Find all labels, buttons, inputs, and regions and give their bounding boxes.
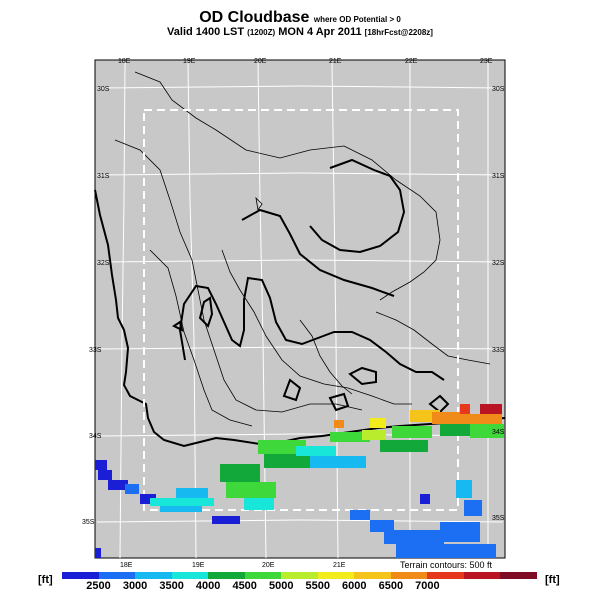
- colorbar-tick-label: 4500: [232, 580, 257, 592]
- right-lat-label-30s: 30S: [492, 86, 505, 93]
- colorbar-tick-label: 3000: [122, 580, 148, 592]
- left-lat-label-30s: 30S: [97, 86, 110, 93]
- bottom-lon-label-20e: 20E: [262, 562, 275, 569]
- colorbar-tick-label: 5500: [305, 580, 331, 592]
- title-subtitle: where OD Potential > 0: [313, 15, 401, 24]
- colorbar-tick-label: 7000: [415, 580, 440, 592]
- left-lat-label-35s: 35S: [82, 519, 95, 526]
- colorbar-swatch: [208, 572, 245, 579]
- valid-time-line: Valid 1400 LST (1200Z) MON 4 Apr 2011 [1…: [0, 27, 600, 38]
- valid-prefix: Valid 1400 LST: [167, 26, 245, 38]
- colorbar-tick-label: 6500: [378, 580, 404, 592]
- right-lat-label-31s: 31S: [492, 173, 505, 180]
- right-lat-label-35s: 35S: [492, 515, 505, 522]
- colorbar-tick-label: 2500: [86, 580, 111, 592]
- cloudbase-cells: [95, 404, 504, 558]
- colorbar-swatch: [62, 572, 99, 579]
- terrain-contours: [114, 71, 491, 427]
- colorbar-swatch: [171, 572, 209, 579]
- top-lon-label-22e: 22E: [405, 58, 418, 65]
- colorbar-tick-label: 5000: [268, 580, 294, 592]
- top-lon-label-23e: 23E: [480, 58, 493, 65]
- colorbar: [62, 572, 537, 579]
- terrain-contour-note: Terrain contours: 500 ft: [400, 560, 493, 570]
- left-lat-label-33s: 33S: [89, 347, 102, 354]
- top-lon-label-21e: 21E: [329, 58, 342, 65]
- colorbar-unit-right: [ft]: [545, 574, 560, 586]
- top-lon-label-18e: 18E: [118, 58, 131, 65]
- colorbar-swatch: [427, 572, 464, 579]
- valid-utc: (1200Z): [247, 28, 276, 37]
- colorbar-swatch: [463, 572, 501, 579]
- domain-boundary: [143, 109, 459, 511]
- colorbar-swatch: [244, 572, 282, 579]
- right-lat-label-34s: 34S: [492, 429, 505, 436]
- colorbar-tick-label: 6000: [342, 580, 367, 592]
- left-lat-label-34s: 34S: [89, 433, 102, 440]
- colorbar-swatch: [135, 572, 172, 579]
- right-lat-label-32s: 32S: [492, 260, 505, 267]
- left-lat-label-31s: 31S: [97, 173, 110, 180]
- title-main: OD Cloudbase: [199, 9, 310, 26]
- top-lon-label-19e: 19E: [183, 58, 196, 65]
- colorbar-tick-label: 3500: [159, 580, 184, 592]
- colorbar-swatch: [98, 572, 136, 579]
- left-lat-label-32s: 32S: [97, 260, 110, 267]
- lat-lon-grid: [96, 61, 504, 559]
- bottom-lon-label-18e: 18E: [120, 562, 133, 569]
- colorbar-swatch: [354, 572, 391, 579]
- colorbar-swatch: [390, 572, 428, 579]
- right-lat-label-33s: 33S: [492, 347, 505, 354]
- colorbar-swatch: [500, 572, 537, 579]
- colorbar-tick-labels: 2500 3000 3500 4000 4500 5000 5500 6000 6500 7000: [62, 580, 537, 594]
- colorbar-tick-label: 4000: [195, 580, 221, 592]
- colorbar-swatch: [281, 572, 318, 579]
- chart-title: OD Cloudbase where OD Potential > 0: [0, 10, 600, 26]
- valid-date: MON 4 Apr 2011: [278, 26, 362, 38]
- colorbar-unit-left: [ft]: [38, 574, 53, 586]
- valid-forecast: [18hrFcst@2208z]: [364, 28, 433, 37]
- map-frame: [94, 59, 506, 559]
- top-lon-label-20e: 20E: [254, 58, 267, 65]
- bottom-lon-label-19e: 19E: [192, 562, 205, 569]
- bottom-lon-label-21e: 21E: [333, 562, 346, 569]
- colorbar-swatch: [317, 572, 355, 579]
